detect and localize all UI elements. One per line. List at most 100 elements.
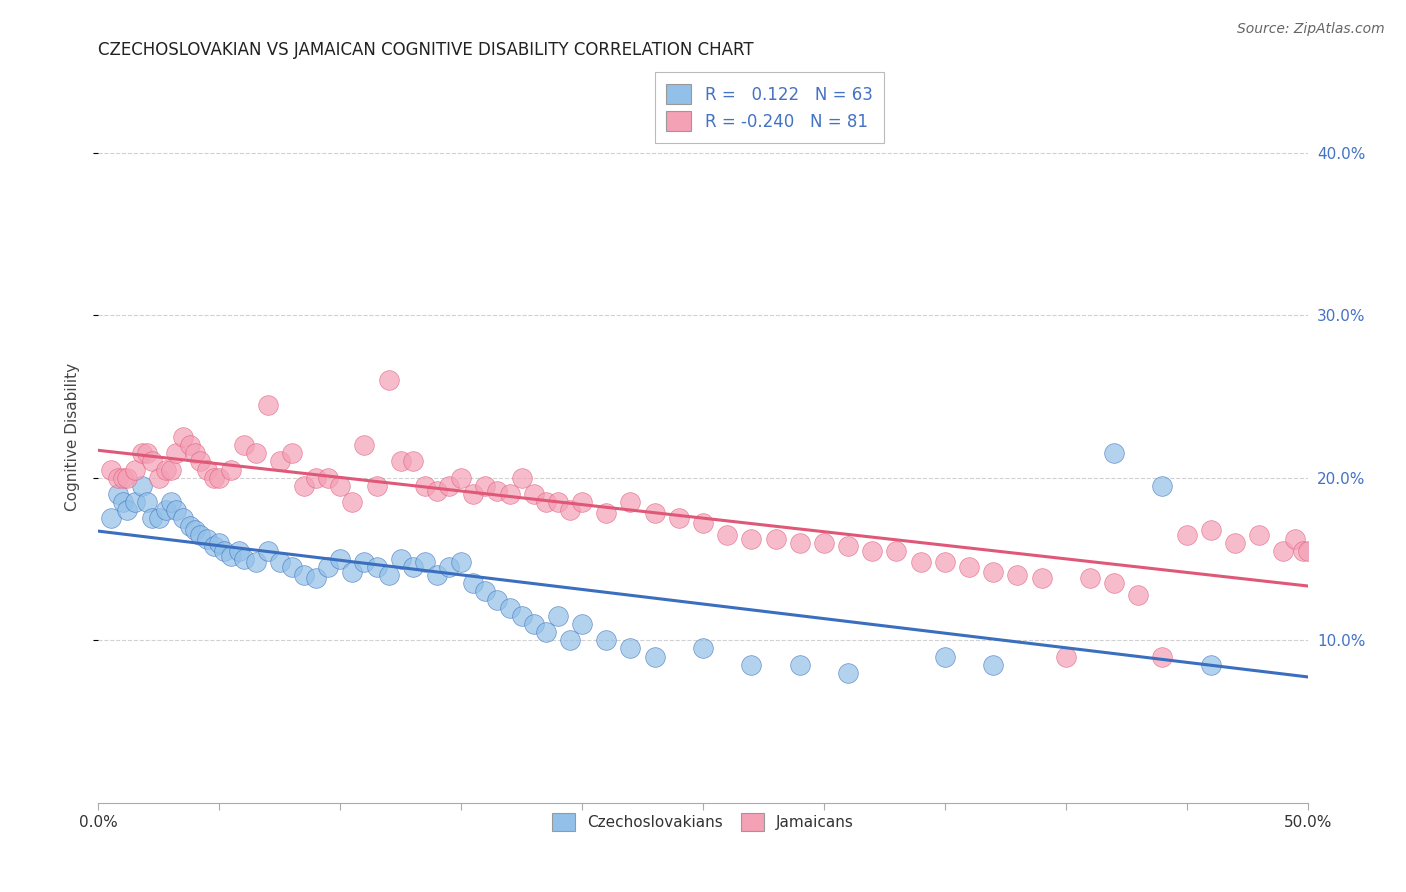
Point [498, 600, 520, 615]
Point [498, 487, 520, 501]
Point [160, 495, 183, 509]
Point [316, 560, 339, 574]
Point [124, 462, 146, 476]
Text: Source: ZipAtlas.com: Source: ZipAtlas.com [1237, 22, 1385, 37]
Point [329, 479, 352, 493]
Point [510, 608, 533, 623]
Point [558, 633, 581, 648]
Point [523, 617, 546, 632]
Point [450, 471, 472, 485]
Point [957, 560, 980, 574]
Point [668, 511, 690, 525]
Point [172, 511, 194, 525]
Point [316, 471, 339, 485]
Point [269, 555, 291, 569]
Point [232, 438, 254, 452]
Point [195, 462, 218, 476]
Point [547, 608, 569, 623]
Point [1102, 576, 1125, 591]
Point [100, 511, 122, 525]
Point [474, 584, 496, 599]
Point [1102, 446, 1125, 460]
Point [837, 665, 859, 680]
Point [619, 495, 641, 509]
Point [595, 633, 617, 648]
Point [437, 479, 460, 493]
Point [256, 398, 278, 412]
Point [692, 516, 714, 531]
Point [165, 503, 187, 517]
Point [426, 568, 449, 582]
Point [107, 471, 129, 485]
Point [934, 649, 956, 664]
Point [789, 657, 811, 672]
Point [510, 471, 533, 485]
Point [179, 519, 201, 533]
Point [1175, 527, 1198, 541]
Point [204, 471, 226, 485]
Point [523, 487, 546, 501]
Point [437, 560, 460, 574]
Point [910, 555, 932, 569]
Point [716, 527, 738, 541]
Point [184, 523, 207, 537]
Point [547, 495, 569, 509]
Point [212, 544, 235, 558]
Point [172, 430, 194, 444]
Point [837, 539, 859, 553]
Point [188, 454, 211, 468]
Point [1007, 568, 1029, 582]
Point [740, 657, 762, 672]
Point [1031, 572, 1053, 586]
Point [402, 454, 425, 468]
Point [100, 462, 122, 476]
Point [208, 471, 231, 485]
Point [981, 657, 1004, 672]
Point [426, 483, 449, 498]
Point [1152, 479, 1174, 493]
Point [245, 555, 267, 569]
Point [413, 555, 436, 569]
Point [221, 462, 243, 476]
Point [765, 533, 787, 547]
Point [389, 552, 412, 566]
Point [981, 565, 1004, 579]
Point [135, 495, 157, 509]
Point [402, 560, 425, 574]
Point [141, 511, 163, 525]
Point [860, 544, 883, 558]
Point [692, 641, 714, 656]
Point [366, 479, 388, 493]
Point [131, 479, 153, 493]
Point [813, 535, 835, 549]
Point [228, 544, 250, 558]
Point [644, 649, 666, 664]
Point [1199, 523, 1222, 537]
Text: CZECHOSLOVAKIAN VS JAMAICAN COGNITIVE DISABILITY CORRELATION CHART: CZECHOSLOVAKIAN VS JAMAICAN COGNITIVE DI… [98, 41, 754, 59]
Point [595, 507, 617, 521]
Point [413, 479, 436, 493]
Point [486, 592, 509, 607]
Point [353, 438, 375, 452]
Point [366, 560, 388, 574]
Point [619, 641, 641, 656]
Point [934, 555, 956, 569]
Point [463, 576, 485, 591]
Point [342, 495, 364, 509]
Point [1249, 527, 1271, 541]
Point [1292, 544, 1315, 558]
Point [789, 535, 811, 549]
Point [377, 373, 399, 387]
Point [486, 483, 509, 498]
Point [463, 487, 485, 501]
Point [232, 552, 254, 566]
Point [1296, 544, 1319, 558]
Point [117, 503, 139, 517]
Point [155, 462, 177, 476]
Point [571, 495, 593, 509]
Point [305, 471, 328, 485]
Point [329, 552, 352, 566]
Point [160, 462, 183, 476]
Point [450, 555, 472, 569]
Point [141, 454, 163, 468]
